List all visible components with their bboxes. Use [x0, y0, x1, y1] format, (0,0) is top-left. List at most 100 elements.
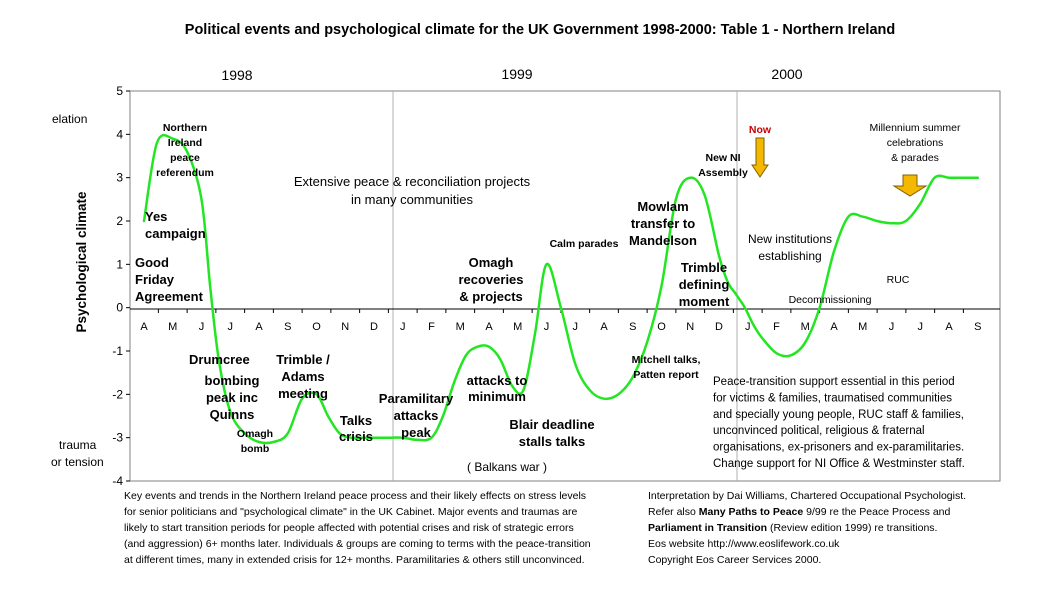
millennium-arrow	[892, 174, 928, 197]
annotation: Omagh recoveries & projects	[458, 255, 523, 304]
annotation-line: transfer to	[631, 216, 695, 231]
annotation-line: Quinns	[210, 407, 255, 422]
footer-left-line: likely to start transition periods for p…	[124, 522, 574, 534]
annotation-line: peak	[401, 425, 431, 440]
annotation-line: Calm parades	[550, 238, 619, 250]
y-tick-label: -3	[112, 431, 123, 445]
y-tick-label: -4	[112, 474, 123, 488]
y-label-trauma: trauma	[59, 438, 97, 452]
y-tick-label: 1	[116, 257, 123, 271]
x-tick-label: A	[600, 321, 608, 333]
annotation: Northern Ireland peace referendum	[156, 122, 214, 179]
x-tick-label: M	[456, 321, 465, 333]
annotation-line: Drumcree	[189, 352, 250, 367]
annotation: Calm parades	[550, 238, 619, 250]
annotation-line: Decommissioning	[789, 294, 872, 306]
annotation-line: Mowlam	[637, 199, 688, 214]
x-tick-label: A	[140, 321, 148, 333]
annotation-line: unconvinced political, religious & frate…	[713, 425, 925, 437]
x-tick-label: A	[945, 321, 953, 333]
annotation-line: attacks to	[467, 373, 528, 388]
x-tick-label: O	[657, 321, 666, 333]
x-tick-label: M	[858, 321, 867, 333]
x-tick-label: A	[255, 321, 263, 333]
footer-left-line: (and aggression) 6+ months later. Indivi…	[124, 538, 591, 550]
y-tick-label: 5	[116, 84, 123, 98]
annotation-line: Omagh	[469, 255, 514, 270]
annotation: Mitchell talks, Patten report	[632, 354, 701, 381]
footer-right-text: Refer also	[648, 506, 699, 518]
x-tick-label: S	[629, 321, 636, 333]
y-label-or-tension: or tension	[51, 455, 104, 469]
annotation-line: Ireland	[168, 137, 202, 149]
annotation-line: New institutions	[748, 232, 832, 246]
x-tick-label: O	[312, 321, 321, 333]
annotation: Yes campaign	[145, 209, 206, 241]
footer-right: Interpretation by Dai Williams, Chartere…	[648, 488, 966, 568]
x-tick-label: A	[485, 321, 493, 333]
y-tick-label: -2	[112, 387, 123, 401]
footer-right-line: Parliament in Transition (Review edition…	[648, 520, 966, 536]
parliament-title: Parliament in Transition	[648, 522, 768, 534]
footer-right-line: Interpretation by Dai Williams, Chartere…	[648, 490, 967, 502]
footer-right-text: (Review edition 1999) re transitions.	[767, 522, 938, 534]
annotation-line: in many communities	[351, 192, 474, 207]
footer-right-text: 9/99 re the Peace Process and	[803, 506, 951, 518]
y-tick-label: 3	[116, 171, 123, 185]
annotation: New NI Assembly	[698, 152, 748, 179]
year-label-1999: 1999	[501, 66, 532, 82]
annotation-line: Change support for NI Office & Westminst…	[713, 458, 965, 470]
annotation-line: Yes	[145, 209, 167, 224]
annotation: Millennium summer celebrations & parades	[869, 122, 961, 164]
annotation-line: Northern	[163, 122, 207, 134]
many-paths-title: Many Paths to Peace	[698, 506, 804, 518]
x-tick-label: M	[801, 321, 810, 333]
x-tick-label: M	[168, 321, 177, 333]
annotation-line: establishing	[758, 249, 821, 263]
annotation-line: minimum	[468, 389, 526, 404]
annotation: Drumcree	[189, 352, 250, 367]
y-axis-title: Psychological climate	[74, 191, 89, 333]
annotation-line: Omagh	[237, 428, 273, 440]
plot-area	[129, 90, 1001, 482]
annotation: Extensive peace & reconciliation project…	[294, 174, 531, 207]
annotation-line: Mandelson	[629, 233, 697, 248]
annotation-line: campaign	[145, 226, 206, 241]
annotation-line: peace	[170, 152, 200, 164]
annotation: Peace-transition support essential in th…	[713, 376, 965, 470]
annotation-line: peak inc	[206, 390, 258, 405]
y-ticks: 5 4 3 2 1 0 -1 -2 -3 -4	[112, 84, 130, 488]
annotation-line: RUC	[887, 274, 910, 286]
annotation-line: defining	[679, 277, 730, 292]
x-tick-label: D	[370, 321, 378, 333]
y-tick-label: 2	[116, 214, 123, 228]
y-label-elation: elation	[52, 112, 87, 126]
annotation-line: Blair deadline	[509, 417, 594, 432]
annotation: New institutions establishing	[748, 232, 832, 263]
annotation-line: Peace-transition support essential in th…	[713, 376, 955, 388]
x-tick-label: J	[544, 321, 550, 333]
annotation-line: moment	[679, 294, 730, 309]
annotation: Trimble defining moment	[679, 260, 730, 309]
annotation: Trimble / Adams meeting	[276, 352, 330, 401]
x-tick-label: J	[745, 321, 751, 333]
y-tick-label: 4	[116, 127, 123, 141]
annotation-line: Extensive peace & reconciliation project…	[294, 174, 531, 189]
annotation-line: and specially young people, RUC staff & …	[713, 409, 964, 421]
x-tick-label: N	[686, 321, 694, 333]
annotation: Talks crisis	[339, 413, 373, 444]
footer-left-line: at different times, many in extended cri…	[124, 554, 585, 566]
annotation-line: recoveries	[458, 272, 523, 287]
footer-left-line: Key events and trends in the Northern Ir…	[124, 490, 587, 502]
annotation-line: Paramilitary	[379, 391, 454, 406]
annotation: Paramilitary attacks peak	[379, 391, 454, 440]
annotation: Good Friday Agreement	[135, 255, 204, 304]
x-tick-label: J	[400, 321, 406, 333]
annotation: bombing peak inc Quinns	[205, 373, 260, 422]
footer-right-line: Eos website http://www.eoslifework.co.uk	[648, 538, 840, 550]
annotation-line: Millennium summer	[869, 122, 961, 134]
annotations: Northern Ireland peace referendum Yes campaig…	[135, 122, 965, 474]
annotation: ( Balkans war )	[467, 460, 547, 474]
annotation-line: New NI	[705, 152, 740, 164]
annotation-line: ( Balkans war )	[467, 460, 547, 474]
